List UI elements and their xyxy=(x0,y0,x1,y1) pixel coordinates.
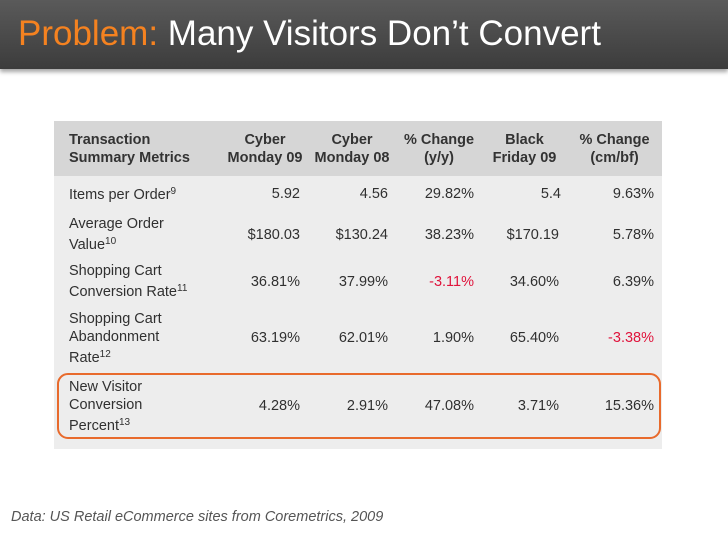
title-text: Many Visitors Don’t Convert xyxy=(158,14,601,53)
cell-cyber-monday-09: 36.81% xyxy=(250,273,300,290)
cell-cyber-monday-08: 4.56 xyxy=(359,185,388,202)
cell-change-yy: 1.90% xyxy=(432,330,474,346)
header-cyber-monday-08: Cyber Monday 08 xyxy=(314,131,390,166)
cell-change-yy: -3.11% xyxy=(429,273,474,290)
metrics-table-panel: Transaction Summary Metrics Cyber Monday 0… xyxy=(54,121,662,449)
cell-change-cmbf: 5.78% xyxy=(612,226,654,243)
cell-change-cmbf: 15.36% xyxy=(604,398,654,414)
cell-cyber-monday-09: 5.92 xyxy=(271,185,300,202)
cell-cyber-monday-09: 63.19% xyxy=(250,330,300,346)
cell-cyber-monday-08: 62.01% xyxy=(338,330,388,346)
cell-change-cmbf: 9.63% xyxy=(612,185,654,202)
cell-change-cmbf: -3.38% xyxy=(608,330,654,346)
header-cyber-monday-09: Cyber Monday 09 xyxy=(227,131,303,166)
row-label: Shopping Cart Conversion Rate11 xyxy=(69,263,188,300)
table-header-row: Transaction Summary Metrics Cyber Monday 0… xyxy=(54,121,662,176)
cell-change-yy: 29.82% xyxy=(424,185,474,202)
cell-cyber-monday-08: 2.91% xyxy=(346,398,388,414)
cell-change-yy: 38.23% xyxy=(424,226,474,243)
cell-cyber-monday-09: $180.03 xyxy=(247,226,300,243)
header-change-yy: % Change (y/y) xyxy=(403,131,475,166)
table-row: Average Order Value10 $180.03 $130.24 38.… xyxy=(54,211,662,258)
cell-black-friday-09: 34.60% xyxy=(509,273,559,290)
cell-cyber-monday-08: $130.24 xyxy=(335,226,388,243)
row-label: Average Order Value10 xyxy=(69,216,164,253)
table-row: Shopping Cart Conversion Rate11 36.81% 37… xyxy=(54,258,662,305)
header-change-cmbf: % Change (cm/bf) xyxy=(579,131,650,166)
header-black-friday-09: Black Friday 09 xyxy=(492,131,557,166)
cell-change-yy: 47.08% xyxy=(424,398,474,414)
title-prefix: Problem: xyxy=(18,14,159,53)
table-row-highlighted: New Visitor Conversion Percent13 4.28% 2.9… xyxy=(54,371,662,441)
row-label: New Visitor Conversion Percent13 xyxy=(69,378,143,434)
cell-black-friday-09: 5.4 xyxy=(540,185,561,202)
metrics-table: Transaction Summary Metrics Cyber Monday 0… xyxy=(54,121,662,441)
cell-cyber-monday-08: 37.99% xyxy=(338,273,388,290)
cell-black-friday-09: $170.19 xyxy=(506,226,559,243)
highlight-outline xyxy=(57,373,661,439)
cell-black-friday-09: 3.71% xyxy=(517,398,559,414)
cell-black-friday-09: 65.40% xyxy=(509,330,559,346)
table-row: Items per Order9 5.92 4.56 29.82% 5.4 9.… xyxy=(54,176,662,211)
table-row: Shopping Cart Abandonment Rate12 63.19% 62… xyxy=(54,305,662,371)
slide-title: Problem: Many Visitors Don’t Convert xyxy=(18,14,601,54)
source-note: Data: US Retail eCommerce sites from Cor… xyxy=(11,509,384,525)
cell-cyber-monday-09: 4.28% xyxy=(258,398,300,414)
cell-change-cmbf: 6.39% xyxy=(612,273,654,290)
title-bar: Problem: Many Visitors Don’t Convert xyxy=(0,0,728,69)
row-label: Shopping Cart Abandonment Rate12 xyxy=(69,310,162,366)
header-metric: Transaction Summary Metrics xyxy=(69,131,190,166)
row-label: Items per Order9 xyxy=(69,186,177,203)
